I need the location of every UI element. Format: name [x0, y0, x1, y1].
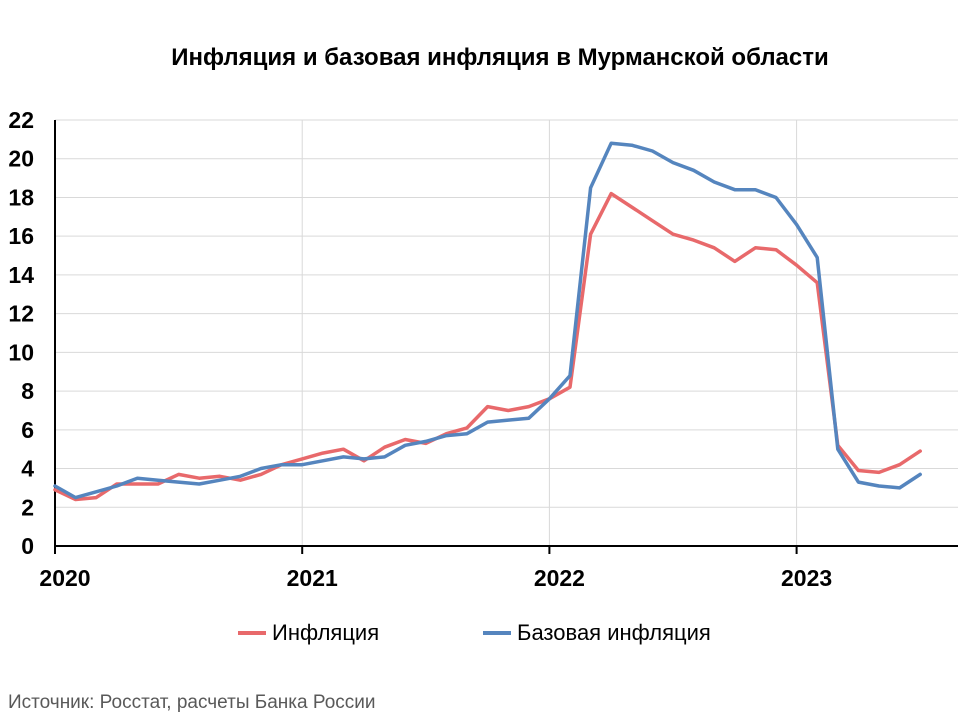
y-tick-label: 6 [21, 417, 34, 443]
y-tick-label: 14 [8, 262, 34, 288]
legend-label-core: Базовая инфляция [517, 620, 711, 645]
x-tick-label: 2020 [39, 565, 90, 591]
y-tick-label: 10 [8, 339, 34, 365]
y-tick-label: 0 [21, 533, 34, 559]
source-note: Источник: Росстат, расчеты Банка России [8, 692, 376, 713]
series-line-core [53, 141, 922, 500]
y-tick-label: 2 [21, 494, 34, 520]
y-tick-label: 16 [8, 223, 34, 249]
chart-title: Инфляция и базовая инфляция в Мурманской… [171, 44, 829, 71]
axes [54, 120, 958, 554]
y-tick-label: 22 [8, 107, 34, 133]
y-tick-label: 12 [8, 301, 34, 327]
legend-swatch-core [483, 631, 511, 635]
y-tick-label: 8 [21, 378, 34, 404]
grid-lines [55, 119, 958, 546]
y-tick-label: 18 [8, 184, 34, 210]
x-tick-label: 2022 [534, 565, 585, 591]
x-tick-label: 2023 [781, 565, 832, 591]
legend-swatch-inflation [238, 631, 266, 635]
legend-item-inflation: Инфляция [238, 620, 379, 646]
y-tick-label: 20 [8, 146, 34, 172]
series-lines [53, 141, 922, 502]
legend: Инфляция Базовая инфляция [0, 620, 960, 650]
x-tick-labels: 2020 2021 2022 2023 [39, 565, 832, 591]
legend-label-inflation: Инфляция [272, 620, 380, 645]
y-tick-labels: 0 2 4 6 8 10 12 14 16 18 20 22 [8, 107, 34, 559]
series-line-inflation [53, 191, 922, 502]
y-tick-label: 4 [21, 456, 34, 482]
legend-item-core: Базовая инфляция [483, 620, 711, 646]
x-tick-label: 2021 [287, 565, 338, 591]
